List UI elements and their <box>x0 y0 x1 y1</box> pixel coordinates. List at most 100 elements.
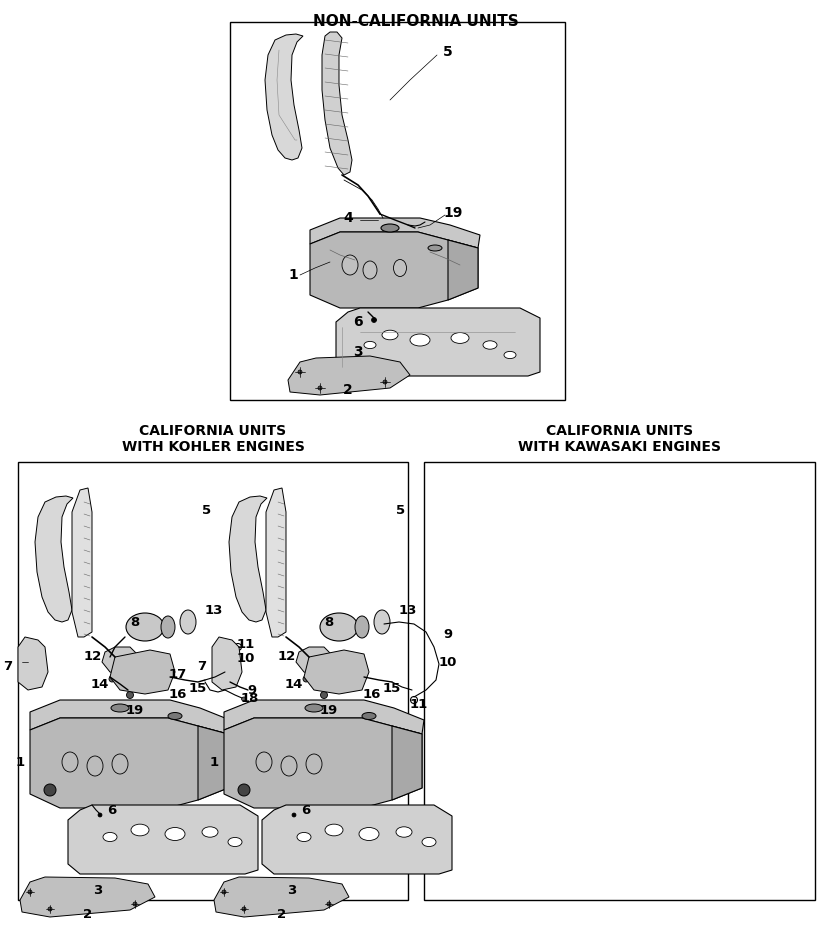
Ellipse shape <box>327 902 331 906</box>
Ellipse shape <box>28 890 32 894</box>
Ellipse shape <box>202 827 218 837</box>
Ellipse shape <box>180 610 196 634</box>
Text: 8: 8 <box>324 616 334 629</box>
Text: 19: 19 <box>319 704 338 717</box>
Polygon shape <box>322 32 352 175</box>
Text: WITH KOHLER ENGINES: WITH KOHLER ENGINES <box>121 440 305 454</box>
Ellipse shape <box>103 832 117 842</box>
Polygon shape <box>224 718 422 808</box>
Polygon shape <box>18 637 48 690</box>
Text: 6: 6 <box>107 804 116 817</box>
Ellipse shape <box>394 259 407 277</box>
Text: CALIFORNIA UNITS: CALIFORNIA UNITS <box>546 424 693 438</box>
Text: 11: 11 <box>410 697 428 710</box>
Ellipse shape <box>62 752 78 772</box>
Text: 5: 5 <box>396 504 405 517</box>
Ellipse shape <box>320 613 358 641</box>
Text: 12: 12 <box>84 650 102 664</box>
Polygon shape <box>266 488 286 637</box>
Ellipse shape <box>297 832 311 842</box>
Ellipse shape <box>281 756 297 776</box>
Ellipse shape <box>256 752 272 772</box>
Polygon shape <box>102 647 140 677</box>
Ellipse shape <box>165 828 185 841</box>
Ellipse shape <box>133 902 137 906</box>
Text: 17: 17 <box>169 668 187 681</box>
Polygon shape <box>265 34 303 160</box>
Ellipse shape <box>109 676 115 682</box>
Text: 1: 1 <box>210 756 219 769</box>
Polygon shape <box>310 232 478 308</box>
Polygon shape <box>20 877 155 917</box>
Ellipse shape <box>222 890 226 894</box>
Ellipse shape <box>48 907 52 911</box>
Text: 2: 2 <box>277 907 286 920</box>
Text: 1: 1 <box>16 756 25 769</box>
Text: 10: 10 <box>237 652 255 665</box>
Ellipse shape <box>44 784 56 796</box>
Ellipse shape <box>342 255 358 275</box>
Ellipse shape <box>355 616 369 638</box>
Text: 7: 7 <box>3 660 12 673</box>
Text: WITH KAWASAKI ENGINES: WITH KAWASAKI ENGINES <box>518 440 721 454</box>
Ellipse shape <box>230 658 234 662</box>
Text: 1: 1 <box>288 268 298 282</box>
Polygon shape <box>229 496 267 622</box>
Ellipse shape <box>362 712 376 720</box>
Ellipse shape <box>161 616 175 638</box>
Bar <box>230 22 565 400</box>
Text: 10: 10 <box>438 656 458 669</box>
Text: 13: 13 <box>399 604 417 617</box>
Text: 5: 5 <box>202 504 211 517</box>
Text: 9: 9 <box>247 683 256 696</box>
Ellipse shape <box>168 712 182 720</box>
Ellipse shape <box>228 656 236 664</box>
Text: 18: 18 <box>240 693 260 706</box>
Ellipse shape <box>383 380 387 384</box>
Polygon shape <box>35 496 73 622</box>
Text: NON-CALIFORNIA UNITS: NON-CALIFORNIA UNITS <box>313 14 519 29</box>
Text: 14: 14 <box>285 678 303 691</box>
Polygon shape <box>224 700 424 734</box>
Polygon shape <box>262 805 452 874</box>
Ellipse shape <box>372 318 377 322</box>
Ellipse shape <box>396 827 412 837</box>
Bar <box>424 462 815 900</box>
Polygon shape <box>310 218 480 248</box>
Ellipse shape <box>306 754 322 774</box>
Ellipse shape <box>410 334 430 346</box>
Ellipse shape <box>374 610 390 634</box>
Ellipse shape <box>242 907 246 911</box>
Text: 3: 3 <box>354 345 363 359</box>
Ellipse shape <box>410 696 418 704</box>
Text: 13: 13 <box>205 604 223 617</box>
Polygon shape <box>30 700 230 734</box>
Ellipse shape <box>428 245 442 251</box>
Text: 6: 6 <box>354 315 363 329</box>
Ellipse shape <box>364 342 376 348</box>
Text: 16: 16 <box>363 687 381 700</box>
Polygon shape <box>336 308 540 376</box>
Polygon shape <box>296 647 334 677</box>
Text: 6: 6 <box>301 804 310 817</box>
Polygon shape <box>110 650 175 694</box>
Polygon shape <box>30 718 228 808</box>
Ellipse shape <box>504 351 516 358</box>
Text: 2: 2 <box>343 383 353 397</box>
Ellipse shape <box>238 784 250 796</box>
Ellipse shape <box>363 261 377 279</box>
Text: 12: 12 <box>278 650 296 664</box>
Ellipse shape <box>98 813 102 817</box>
Text: 3: 3 <box>287 883 297 896</box>
Polygon shape <box>72 488 92 637</box>
Polygon shape <box>198 726 228 800</box>
Text: 2: 2 <box>83 907 92 920</box>
Text: 15: 15 <box>189 682 207 694</box>
Ellipse shape <box>111 704 129 712</box>
Ellipse shape <box>359 828 379 841</box>
Ellipse shape <box>241 697 246 701</box>
Ellipse shape <box>131 824 149 836</box>
Ellipse shape <box>320 692 328 698</box>
Polygon shape <box>392 726 422 800</box>
Ellipse shape <box>382 331 398 340</box>
